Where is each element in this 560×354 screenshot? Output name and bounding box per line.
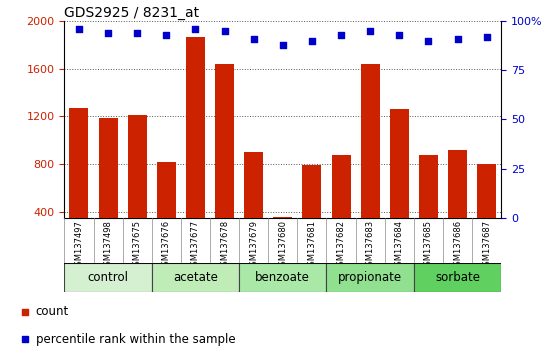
Text: GSM137686: GSM137686	[453, 220, 462, 271]
Bar	[157, 162, 176, 259]
Text: GSM137683: GSM137683	[366, 220, 375, 271]
Bar	[186, 37, 205, 259]
Point	[278, 42, 287, 48]
Point	[104, 30, 113, 36]
Point	[453, 36, 462, 42]
Text: benzoate: benzoate	[255, 271, 310, 284]
Point	[337, 32, 346, 38]
Bar	[64, 263, 152, 292]
Text: GSM137679: GSM137679	[249, 220, 258, 271]
Bar	[244, 152, 263, 259]
Text: GSM137680: GSM137680	[278, 220, 287, 271]
Text: GSM137682: GSM137682	[337, 220, 346, 271]
Text: GSM137675: GSM137675	[133, 220, 142, 271]
Text: GSM137684: GSM137684	[395, 220, 404, 271]
Bar	[414, 263, 501, 292]
Bar	[128, 115, 147, 259]
Bar	[419, 155, 438, 259]
Text: GDS2925 / 8231_at: GDS2925 / 8231_at	[64, 6, 199, 20]
Text: GSM137676: GSM137676	[162, 220, 171, 271]
Text: count: count	[36, 306, 69, 319]
Text: GSM137498: GSM137498	[104, 220, 113, 271]
Bar	[390, 109, 409, 259]
Bar	[99, 118, 118, 259]
Text: GSM137687: GSM137687	[482, 220, 491, 271]
Point	[249, 36, 258, 42]
Point	[220, 28, 229, 34]
Bar	[361, 64, 380, 259]
Bar	[215, 64, 234, 259]
Text: GSM137677: GSM137677	[191, 220, 200, 271]
Text: sorbate: sorbate	[435, 271, 480, 284]
Text: propionate: propionate	[338, 271, 402, 284]
Bar	[239, 263, 326, 292]
Text: acetate: acetate	[173, 271, 218, 284]
Bar	[152, 263, 239, 292]
Text: GSM137681: GSM137681	[307, 220, 316, 271]
Point	[133, 30, 142, 36]
Point	[307, 38, 316, 44]
Bar	[273, 217, 292, 259]
Point	[20, 309, 29, 315]
Point	[20, 337, 29, 342]
Text: GSM137678: GSM137678	[220, 220, 229, 271]
Text: control: control	[87, 271, 129, 284]
Bar	[69, 108, 88, 259]
Bar	[332, 155, 351, 259]
Point	[74, 26, 83, 32]
Point	[482, 34, 491, 40]
Point	[366, 28, 375, 34]
Text: percentile rank within the sample: percentile rank within the sample	[36, 333, 235, 346]
Text: GSM137497: GSM137497	[74, 220, 83, 271]
Bar	[326, 263, 414, 292]
Bar	[302, 165, 321, 259]
Point	[191, 26, 200, 32]
Text: GSM137685: GSM137685	[424, 220, 433, 271]
Point	[395, 32, 404, 38]
Bar	[477, 164, 496, 259]
Point	[424, 38, 433, 44]
Point	[162, 32, 171, 38]
Bar	[448, 150, 467, 259]
